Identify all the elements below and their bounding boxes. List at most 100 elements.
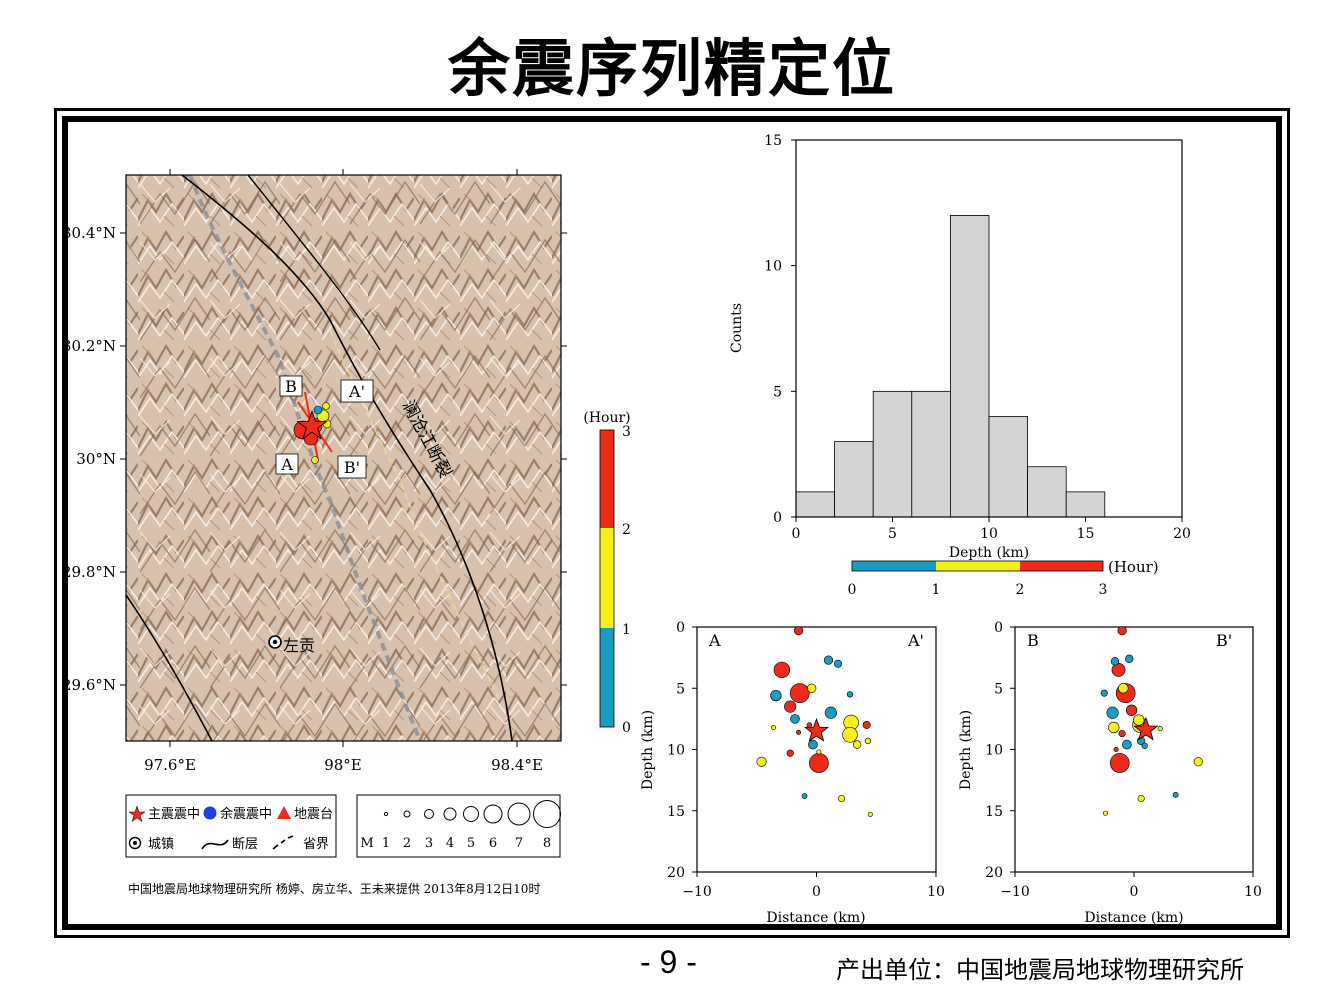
colorbar-tick: 2 xyxy=(622,522,631,538)
aftershock-point xyxy=(770,689,782,702)
magnitude-tick: 6 xyxy=(489,836,497,851)
colorbar-tick: 3 xyxy=(1099,582,1108,598)
colorbar-segment-yellow xyxy=(936,561,1020,571)
histogram-bar xyxy=(950,214,990,518)
profile-bb-chart: B B' −10 0 10 0 5 10 15 20 Distance (km) Depth … xyxy=(958,620,1262,926)
profile-label-a-prime: A' xyxy=(340,379,374,403)
slide-title: 余震序列精定位 xyxy=(447,32,896,105)
river xyxy=(188,175,422,741)
lat-tick-label: 30.4°N xyxy=(62,224,116,242)
profile-corner-left: A xyxy=(708,631,721,650)
aftershock-point xyxy=(807,683,817,693)
aftershock-point xyxy=(1100,689,1108,697)
colorbar-tick: 0 xyxy=(622,720,631,736)
map-credit: 中国地震局地球物理研究所 杨婷、房立华、王未来提供 2013年8月12日10时 xyxy=(128,881,540,896)
histogram-bar xyxy=(1027,466,1067,518)
profile-x-tick-label: 10 xyxy=(1244,884,1262,900)
svg-text:A': A' xyxy=(348,382,365,401)
province-border xyxy=(329,329,501,701)
magnitude-tick: 8 xyxy=(543,836,551,851)
aftershock-point xyxy=(1157,726,1163,732)
aftershock-legend-icon xyxy=(203,806,217,820)
histogram-xlabel: Depth (km) xyxy=(949,545,1029,561)
aftershock-point xyxy=(834,659,842,668)
magnitude-tick: 3 xyxy=(425,836,433,851)
profile-y-tick-label: 15 xyxy=(985,804,1003,820)
epicenter-map: 左贡 澜沧江断裂 B A' A B' 30.4°N 30.2°N xyxy=(62,169,631,896)
aftershock-point xyxy=(1113,746,1119,752)
aftershock-point xyxy=(862,721,871,729)
aftershock-point xyxy=(1117,626,1127,636)
map-lon-axis: 97.6°E 98°E 98.4°E xyxy=(144,169,543,774)
colorbar-segment-red xyxy=(600,430,614,528)
profile-y-tick-label: 20 xyxy=(985,865,1003,881)
profile-x-tick-label: 0 xyxy=(1130,884,1139,900)
mainshock-legend-icon xyxy=(128,805,146,823)
histogram-x-tick-label: 20 xyxy=(1173,526,1191,542)
profile-label-b-prime: B' xyxy=(337,455,367,479)
colorbar-segment-red xyxy=(1020,561,1103,571)
histogram-bar xyxy=(988,416,1028,518)
border-legend-icon xyxy=(272,835,294,850)
lon-tick-label: 97.6°E xyxy=(144,756,196,774)
aftershock-point xyxy=(867,811,873,817)
aftershock-point xyxy=(1137,794,1145,803)
aftershock-point xyxy=(806,722,813,728)
histogram-bar xyxy=(911,390,951,518)
aftershock-point xyxy=(789,683,810,704)
aftershock-point xyxy=(1118,683,1129,694)
lat-tick-label: 29.8°N xyxy=(62,563,116,581)
fault-line-west xyxy=(126,594,213,741)
profile-ylabel: Depth (km) xyxy=(640,710,656,790)
map-legend-magnitude: M 1 2 3 4 5 6 7 8 xyxy=(356,794,561,858)
profile-label-b: B xyxy=(279,375,303,397)
aftershock-point xyxy=(1133,714,1145,726)
aftershock-point xyxy=(824,706,837,719)
profile-y-tick-label: 10 xyxy=(667,743,685,759)
histogram-bar xyxy=(872,390,913,518)
profile-y-tick-label: 0 xyxy=(994,620,1003,636)
magnitude-tick: 2 xyxy=(403,836,411,851)
magnitude-label: M xyxy=(360,836,373,851)
page-number: - 9 - xyxy=(640,944,697,980)
profile-label-a: A xyxy=(275,453,299,475)
aftershock-point xyxy=(1108,721,1120,734)
histogram-x-tick-label: 15 xyxy=(1077,526,1095,542)
aftershock-point xyxy=(1102,810,1108,816)
histogram-y-tick-label: 10 xyxy=(764,259,782,275)
legend-aftershock: 余震震中 xyxy=(220,806,272,822)
histogram-colorbar: 0 1 2 3 (Hour) xyxy=(848,558,1159,598)
svg-text:B': B' xyxy=(344,458,360,477)
aftershock-point xyxy=(784,700,797,713)
town-label: 左贡 xyxy=(283,636,315,655)
map-colorbar: (Hour) 3 2 1 0 xyxy=(583,410,631,736)
figure-frame-inner xyxy=(62,116,1282,930)
aftershock-point xyxy=(846,691,854,698)
aftershock-point xyxy=(864,737,872,745)
aftershock-point xyxy=(838,794,846,803)
profile-y-tick-label: 0 xyxy=(676,620,685,636)
profile-ylabel: Depth (km) xyxy=(958,710,974,790)
svg-text:B: B xyxy=(285,377,297,396)
histogram-ylabel: Counts xyxy=(729,303,745,353)
profile-corner-right: B' xyxy=(1216,631,1232,650)
fault-line-main xyxy=(181,175,513,741)
profile-aa-chart: A A' −10 0 10 0 5 10 15 20 Distance (km) Depth … xyxy=(640,620,945,926)
aftershock-point xyxy=(786,749,794,757)
magnitude-tick: 4 xyxy=(446,836,454,851)
lat-tick-label: 29.6°N xyxy=(62,676,116,694)
profile-x-tick-label: −10 xyxy=(1000,884,1030,900)
svg-text:A: A xyxy=(280,455,293,474)
histogram-x-tick-label: 10 xyxy=(980,526,998,542)
lon-tick-label: 98.4°E xyxy=(491,756,543,774)
fault-legend-icon xyxy=(201,839,229,850)
aftershock-point xyxy=(793,626,804,636)
colorbar-unit: (Hour) xyxy=(583,410,630,426)
aftershock-point xyxy=(852,740,862,749)
histogram-y-tick-label: 0 xyxy=(773,510,782,526)
aftershock-point xyxy=(790,714,800,724)
histogram-bar xyxy=(1065,491,1106,518)
histogram-y-tick-label: 15 xyxy=(764,133,782,149)
